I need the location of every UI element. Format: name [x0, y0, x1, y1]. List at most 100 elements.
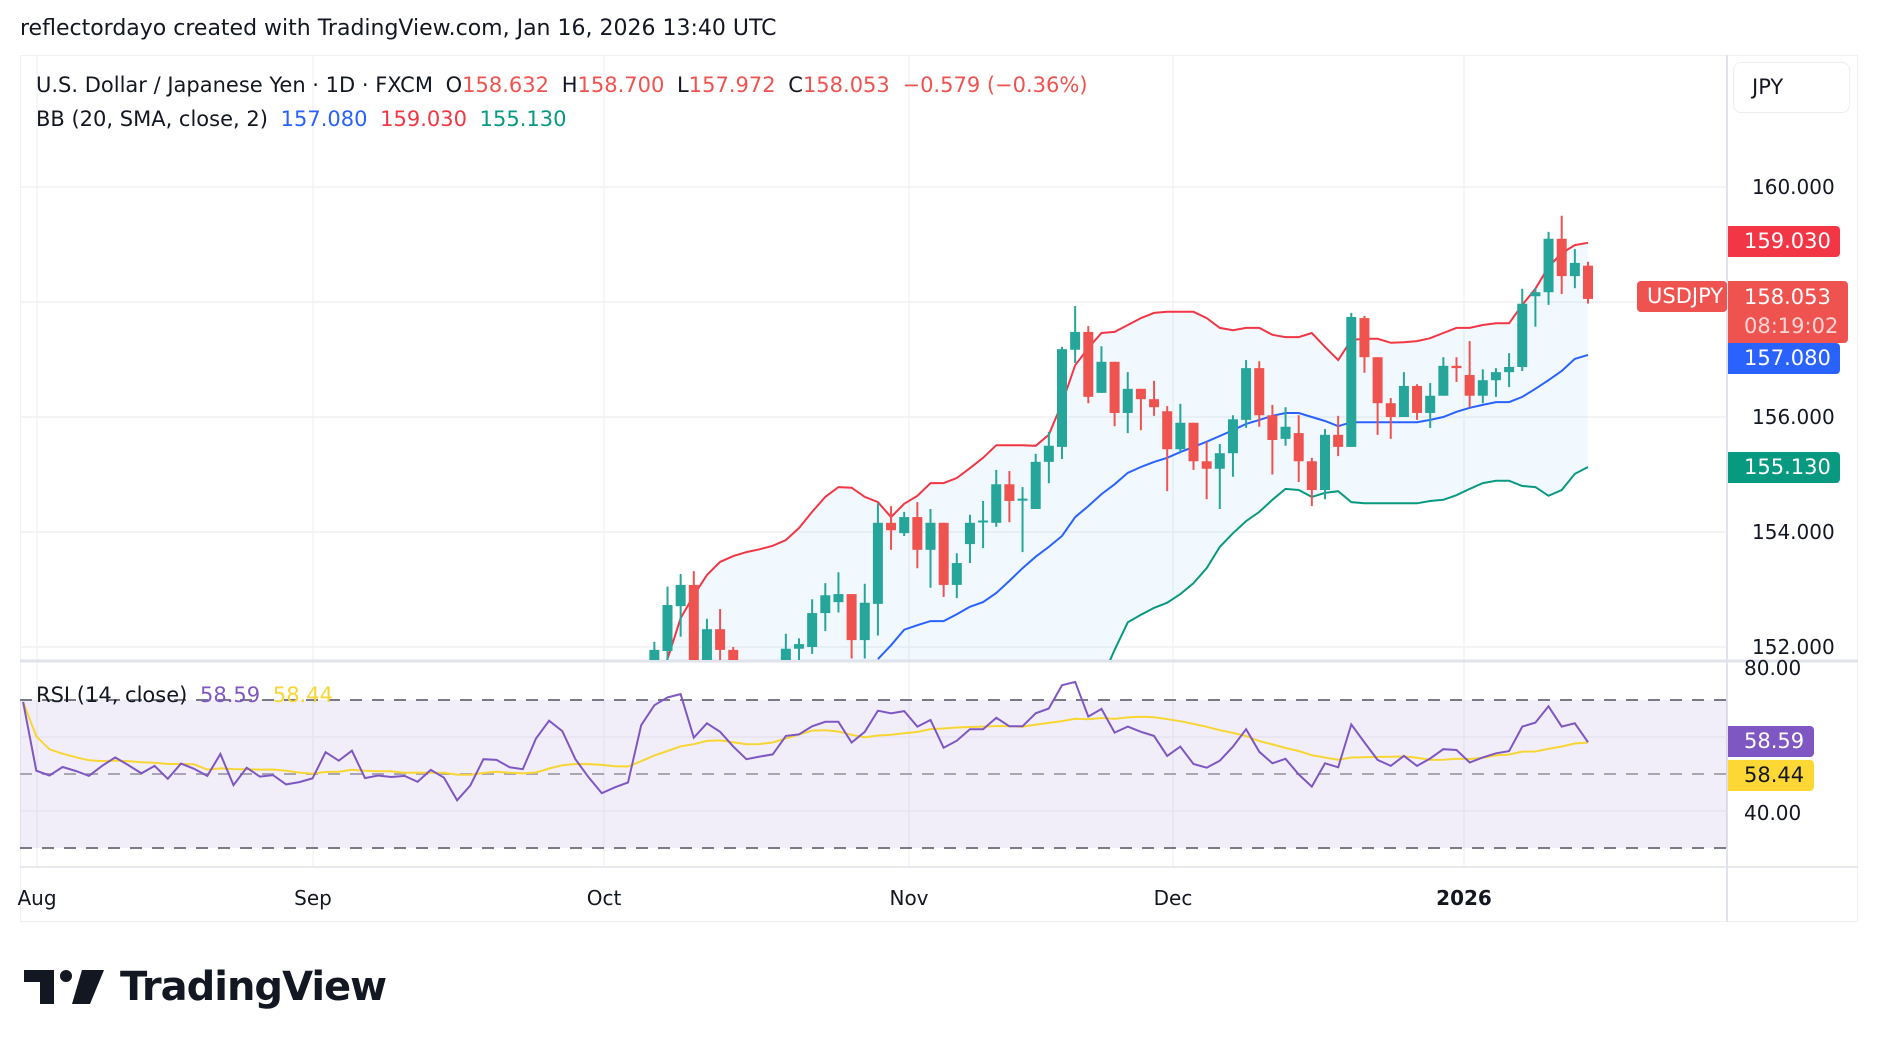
candle-body	[1214, 453, 1225, 469]
candle-body	[715, 629, 726, 650]
candle	[1451, 357, 1462, 382]
candle	[794, 638, 804, 660]
candle-body	[872, 522, 883, 604]
candle	[675, 573, 686, 637]
attribution-header: reflectordayo created with TradingView.c…	[20, 16, 777, 41]
candle	[1162, 406, 1173, 492]
candle	[1543, 231, 1554, 305]
candle	[1293, 415, 1304, 482]
candle-body	[833, 594, 844, 603]
candle	[1254, 361, 1265, 427]
candle	[1398, 372, 1409, 417]
candle-body	[1333, 434, 1344, 447]
candle-body	[649, 649, 660, 660]
candle-body	[1070, 331, 1081, 350]
candle	[872, 503, 883, 636]
candle	[820, 583, 831, 631]
candle-body	[1504, 366, 1515, 373]
bb-legend[interactable]: BB (20, SMA, close, 2) 157.080 159.030 1…	[36, 105, 573, 133]
tradingview-logo[interactable]: TradingView	[24, 963, 387, 1011]
candle	[1267, 404, 1278, 475]
candle-body	[1175, 422, 1186, 450]
candle-body	[701, 629, 712, 660]
candle	[1385, 398, 1396, 439]
candle-body	[728, 649, 739, 660]
ohlc-high: H158.700	[561, 73, 665, 97]
time-label: Oct	[586, 886, 622, 910]
candle-body	[1280, 426, 1291, 439]
candle-body	[1109, 361, 1120, 413]
bb-lower-value: 155.130	[479, 107, 567, 131]
candle-body	[991, 484, 1002, 523]
candle-body	[675, 584, 686, 607]
chart-frame	[20, 55, 1858, 922]
candle	[978, 500, 989, 549]
symbol-legend[interactable]: U.S. Dollar / Japanese Yen · 1D · FXCM O…	[36, 71, 1094, 99]
candle	[1149, 380, 1160, 416]
candle	[1135, 388, 1146, 431]
candle-body	[912, 517, 923, 550]
candle-body	[925, 522, 936, 550]
candle-body	[1425, 395, 1436, 413]
candle	[886, 506, 897, 550]
bb-upper-value: 159.030	[380, 107, 467, 131]
rsi-tick: 80.00	[1744, 656, 1802, 680]
currency-button[interactable]: JPY	[1733, 62, 1850, 113]
candle	[951, 553, 962, 599]
tradingview-logo-icon	[24, 970, 104, 1004]
candle	[728, 647, 739, 660]
candle-body	[1083, 331, 1094, 397]
candle	[1333, 415, 1344, 457]
candle-body	[1451, 365, 1462, 369]
candle	[1320, 429, 1330, 500]
candle	[1412, 384, 1423, 420]
bar-countdown: 08:19:02	[1744, 314, 1839, 338]
candle-body	[1543, 238, 1554, 293]
candle	[964, 514, 975, 564]
rsi-line	[22, 680, 1589, 802]
candle-body	[859, 602, 870, 641]
candle-body	[1438, 365, 1449, 396]
rsi-tick: 40.00	[1744, 801, 1802, 825]
candle-body	[1149, 399, 1160, 408]
candle	[991, 469, 1002, 527]
candle-body	[1057, 349, 1067, 447]
candle-body	[1372, 357, 1383, 404]
candle	[1227, 415, 1238, 477]
time-label: 2026	[1436, 886, 1492, 910]
time-label: Sep	[294, 886, 332, 910]
candle	[662, 586, 673, 660]
rsi-band-fill	[20, 700, 1727, 848]
candle-body	[1188, 422, 1199, 462]
candle-body	[820, 595, 831, 614]
candle-body	[1530, 292, 1541, 297]
candle-body	[1227, 419, 1238, 454]
rsi-value: 58.59	[200, 683, 261, 707]
ohlc-close: C158.053	[788, 73, 890, 97]
candle-body	[1004, 484, 1015, 501]
candle	[688, 571, 699, 660]
price-change: −0.579 (−0.36%)	[902, 73, 1088, 97]
rsi-ma-badge: 58.44	[1728, 760, 1814, 791]
candle	[649, 641, 660, 660]
candle-body	[1320, 434, 1330, 491]
bb-basis-value: 157.080	[280, 107, 368, 131]
candle-body	[1556, 238, 1567, 277]
candle	[1109, 361, 1120, 427]
symbol-title: U.S. Dollar / Japanese Yen · 1D · FXCM	[36, 73, 433, 97]
bb-upper-badge: 159.030	[1728, 226, 1840, 257]
candle	[1556, 215, 1567, 294]
candle	[833, 572, 844, 613]
rsi-badge: 58.59	[1728, 726, 1814, 757]
rsi-legend[interactable]: RSI (14, close) 58.59 58.44	[36, 681, 339, 709]
candle-body	[1517, 303, 1528, 367]
candle-body	[1385, 403, 1396, 417]
candle	[1241, 360, 1252, 428]
candle	[780, 633, 791, 660]
candle-body	[1122, 388, 1133, 413]
candle	[1583, 261, 1593, 304]
candle	[1280, 407, 1291, 446]
candle	[1372, 357, 1383, 435]
candle	[925, 509, 936, 588]
